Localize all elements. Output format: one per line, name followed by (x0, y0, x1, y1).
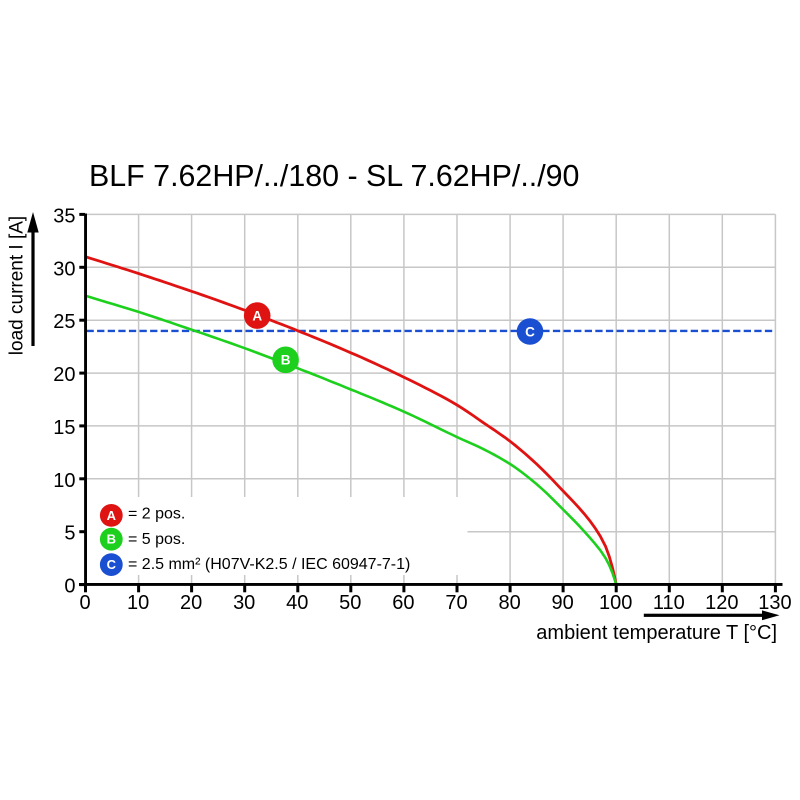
svg-text:load current I [A]: load current I [A] (7, 216, 28, 355)
svg-text:10: 10 (127, 592, 149, 614)
svg-text:110: 110 (653, 592, 685, 614)
svg-text:A: A (107, 508, 117, 523)
svg-text:35: 35 (53, 205, 75, 227)
svg-text:5: 5 (64, 523, 75, 545)
svg-text:B: B (107, 532, 116, 547)
svg-text:A: A (252, 308, 262, 323)
svg-text:20: 20 (180, 592, 202, 614)
svg-text:10: 10 (53, 470, 75, 492)
svg-text:30: 30 (233, 592, 255, 614)
svg-text:15: 15 (53, 417, 75, 439)
svg-text:ambient temperature T [°C]: ambient temperature T [°C] (536, 622, 777, 644)
svg-text:50: 50 (339, 592, 361, 614)
svg-text:0: 0 (64, 576, 75, 598)
svg-text:90: 90 (551, 592, 573, 614)
svg-text:20: 20 (53, 364, 75, 386)
svg-text:C: C (107, 557, 117, 572)
svg-text:30: 30 (53, 258, 75, 280)
svg-text:130: 130 (758, 592, 791, 614)
svg-text:25: 25 (53, 311, 75, 333)
svg-text:= 2 pos.: = 2 pos. (128, 506, 185, 523)
svg-text:= 5 pos.: = 5 pos. (128, 531, 185, 548)
svg-text:40: 40 (286, 592, 308, 614)
svg-text:= 2.5 mm² (H07V-K2.5 / IEC 609: = 2.5 mm² (H07V-K2.5 / IEC 60947-7-1) (128, 556, 410, 573)
svg-text:BLF 7.62HP/../180 - SL 7.62HP/: BLF 7.62HP/../180 - SL 7.62HP/../90 (89, 159, 579, 193)
svg-text:B: B (281, 353, 291, 368)
svg-text:0: 0 (79, 592, 90, 614)
svg-text:60: 60 (392, 592, 414, 614)
svg-text:100: 100 (599, 592, 632, 614)
svg-text:70: 70 (445, 592, 467, 614)
svg-text:80: 80 (498, 592, 520, 614)
svg-text:C: C (525, 324, 535, 339)
svg-text:120: 120 (705, 592, 738, 614)
